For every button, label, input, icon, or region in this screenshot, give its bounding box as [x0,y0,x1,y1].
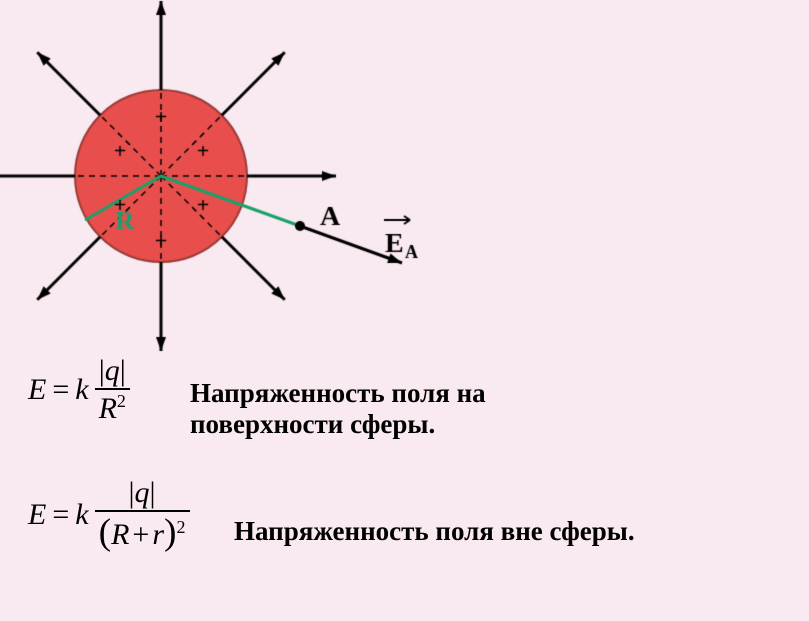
formula2-k: k [75,500,88,530]
formula1-lhs: E [28,375,46,405]
formula1-fraction: |q| R2 [95,356,130,424]
formula1-eq: = [52,375,69,405]
formula2-fraction: |q| (R+r)2 [95,478,190,552]
formula2-lhs: E [28,500,46,530]
formula1-num: q [105,354,120,387]
formula-surface: E = k |q| R2 [28,356,130,424]
formula1-den-var: R [99,392,117,425]
caption-outside: Напряженность поля вне сферы. [234,516,635,547]
formula2-den-exp: 2 [177,517,186,537]
formula2-eq: = [52,500,69,530]
caption-outside-line1: Напряженность поля вне сферы. [234,516,635,547]
formula1-den-exp: 2 [117,391,126,411]
formula1-k: k [75,375,88,405]
formula2-den-a: R [111,518,129,551]
formula2-den-b: r [152,518,164,551]
formula2-num: q [135,476,150,509]
formula2-paren-open: ( [99,512,112,553]
formula2-plus: + [132,518,149,551]
formula2-paren-close: ) [164,512,177,553]
caption-surface: Напряженность поля на поверхности сферы. [190,378,486,440]
caption-surface-line1: Напряженность поля на [190,378,486,409]
caption-surface-line2: поверхности сферы. [190,409,486,440]
formula-outside: E = k |q| (R+r)2 [28,478,190,552]
